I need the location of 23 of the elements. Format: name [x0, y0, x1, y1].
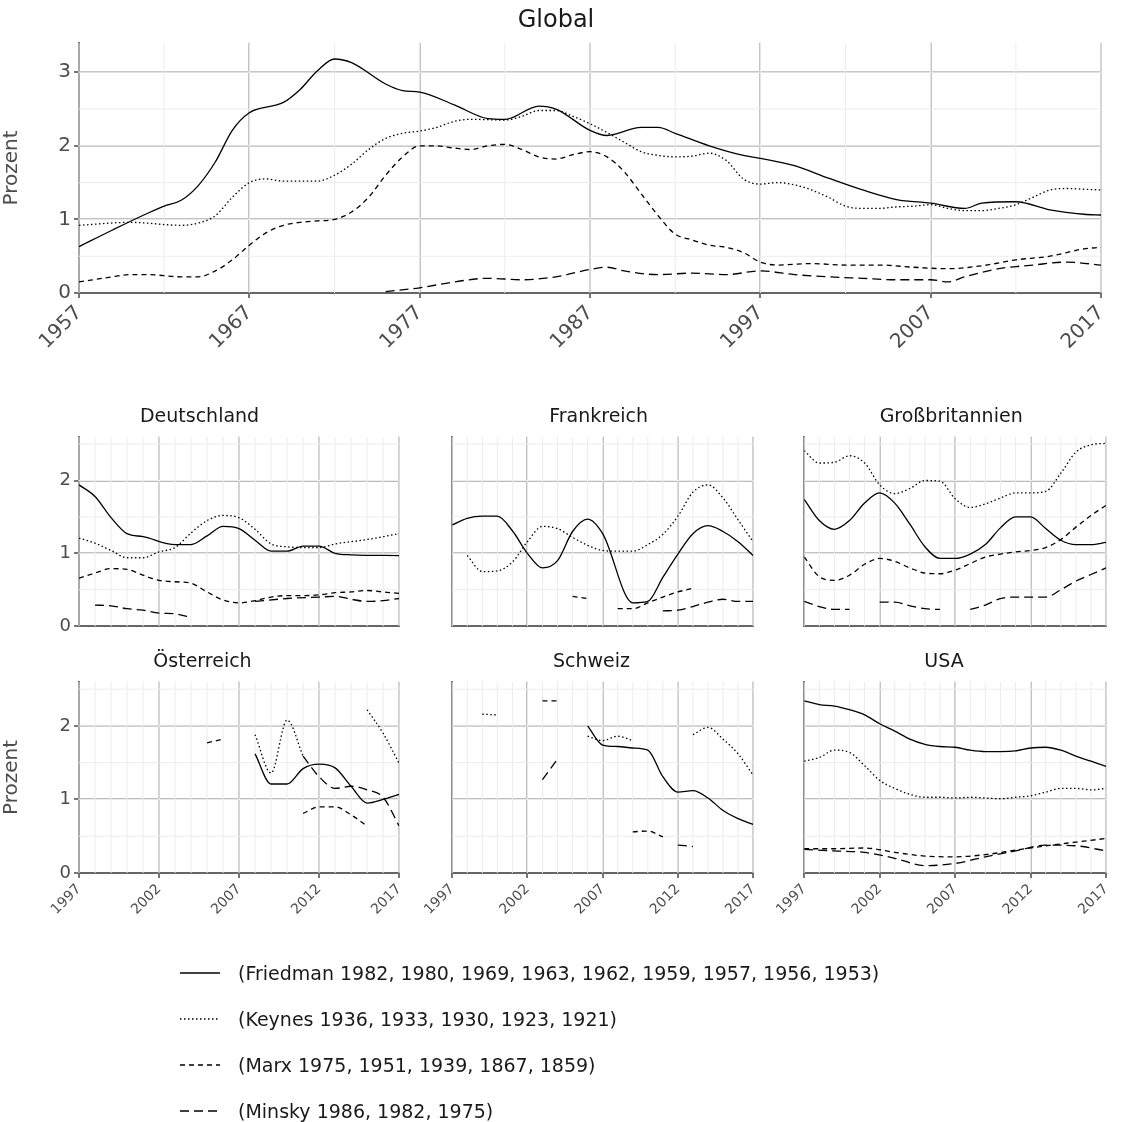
- legend-label: (Minsky 1986, 1982, 1975): [238, 1100, 494, 1122]
- y-tick-label: 1: [59, 787, 71, 809]
- legend-label: (Keynes 1936, 1933, 1930, 1923, 1921): [238, 1008, 618, 1030]
- y-tick-label: 2: [59, 468, 71, 490]
- y-axis-title: Prozent: [0, 739, 23, 815]
- chart-title: Großbritannien: [879, 404, 1023, 427]
- y-tick-label: 0: [59, 613, 71, 635]
- chart-title: USA: [924, 649, 964, 672]
- chart-title: Global: [517, 4, 595, 33]
- y-tick-label: 0: [58, 279, 71, 304]
- y-axis-title: Prozent: [0, 130, 23, 206]
- y-tick-label: 1: [59, 541, 71, 563]
- y-tick-label: 0: [59, 860, 71, 882]
- y-tick-label: 2: [58, 132, 71, 157]
- chart-title: Österreich: [153, 649, 252, 672]
- y-tick-label: 3: [58, 58, 71, 83]
- legend-label: (Marx 1975, 1951, 1939, 1867, 1859): [238, 1054, 596, 1076]
- chart-title: Deutschland: [139, 404, 260, 427]
- chart-title: Schweiz: [552, 649, 631, 672]
- legend-label: (Friedman 1982, 1980, 1969, 1963, 1962, 1959, 1957, 1956, 1953): [238, 962, 880, 984]
- y-tick-label: 1: [58, 205, 71, 230]
- y-tick-label: 2: [59, 713, 71, 735]
- chart-title: Frankreich: [549, 404, 649, 427]
